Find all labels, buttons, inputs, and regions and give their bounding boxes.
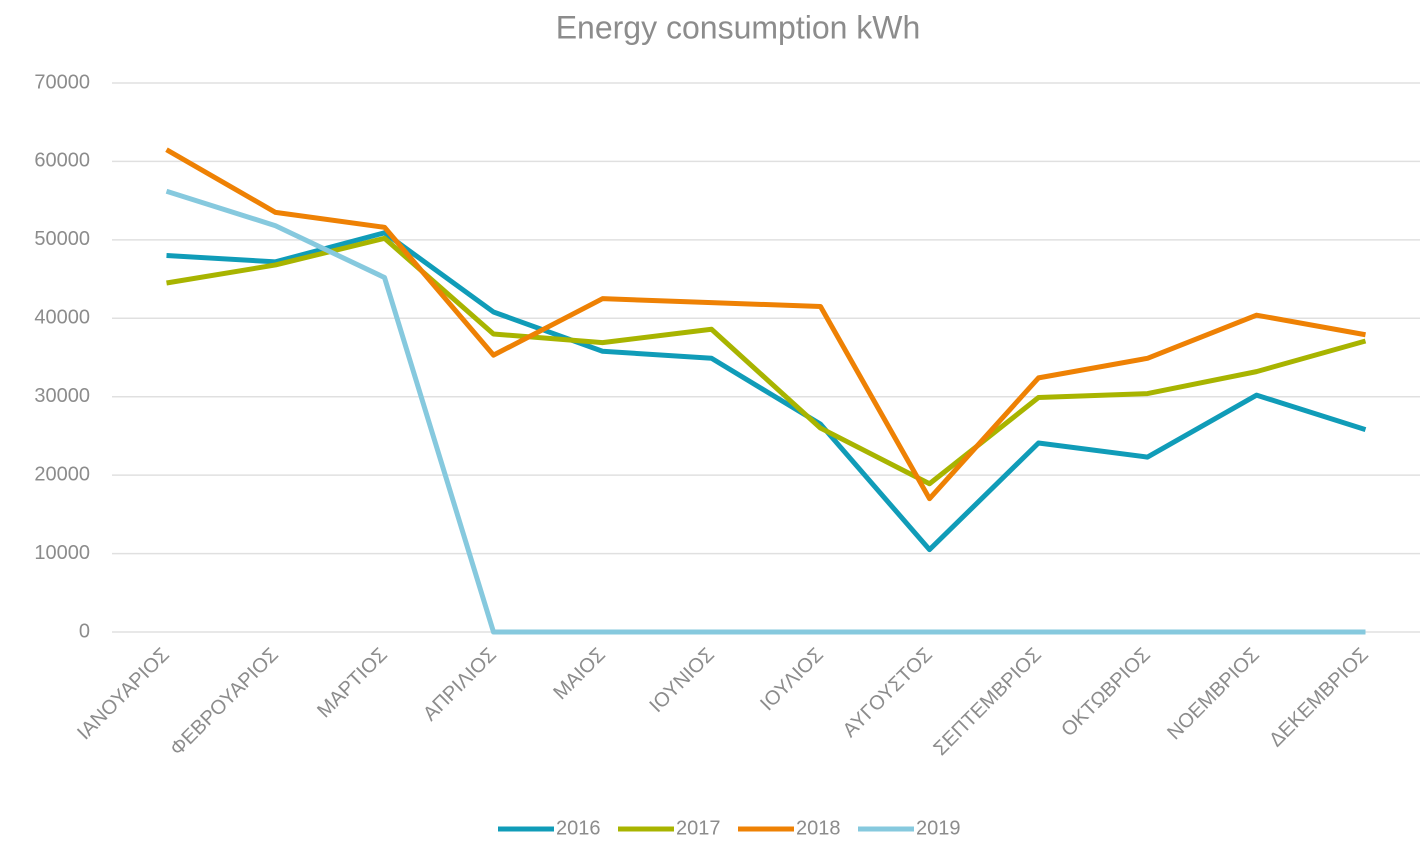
x-tick-label: ΙΟΥΛΙΟΣ xyxy=(756,644,828,716)
legend-label: 2019 xyxy=(916,817,961,839)
x-tick-label: ΔΕΚΕΜΒΡΙΟΣ xyxy=(1265,644,1373,752)
series-line xyxy=(166,235,1367,487)
legend-label: 2018 xyxy=(796,817,841,839)
series-line xyxy=(166,230,1367,553)
legend-label: 2016 xyxy=(556,817,601,839)
x-tick-label: ΑΠΡΙΛΙΟΣ xyxy=(419,644,501,726)
y-tick-label: 0 xyxy=(79,620,90,642)
y-tick-label: 40000 xyxy=(34,307,90,329)
x-tick-label: ΙΑΝΟΥΑΡΙΟΣ xyxy=(73,644,174,745)
x-tick-label: ΟΚΤΩΒΡΙΟΣ xyxy=(1057,644,1154,741)
y-tick-label: 70000 xyxy=(34,71,90,93)
x-tick-label: ΑΥΓΟΥΣΤΟΣ xyxy=(839,644,937,742)
y-tick-label: 30000 xyxy=(34,385,90,407)
x-tick-label: ΝΟΕΜΒΡΙΟΣ xyxy=(1163,644,1264,745)
x-tick-label: ΙΟΥΝΙΟΣ xyxy=(645,644,718,717)
legend-label: 2017 xyxy=(676,817,721,839)
series-line xyxy=(165,147,1366,502)
x-tick-label: ΦΕΒΡΟΥΑΡΙΟΣ xyxy=(166,644,283,761)
x-tick-label: ΜΑΙΟΣ xyxy=(549,644,609,704)
y-tick-label: 10000 xyxy=(34,542,90,564)
series-line xyxy=(165,188,1366,635)
x-tick-label: ΜΑΡΤΙΟΣ xyxy=(313,644,392,723)
y-tick-label: 20000 xyxy=(34,463,90,485)
y-tick-label: 50000 xyxy=(34,228,90,250)
chart-title: Energy consumption kWh xyxy=(556,9,921,45)
x-tick-label: ΣΕΠΤΕΜΒΡΙΟΣ xyxy=(929,644,1045,760)
y-tick-label: 60000 xyxy=(34,150,90,172)
